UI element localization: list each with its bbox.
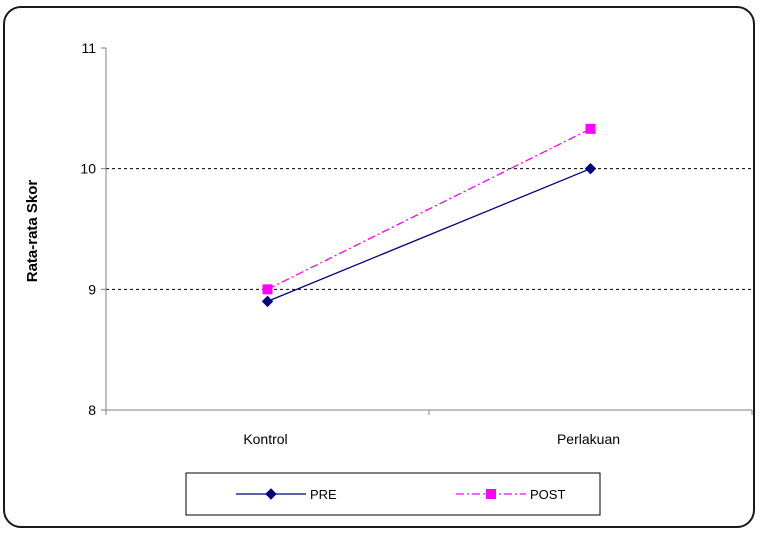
y-tick-label: 9: [88, 281, 96, 297]
series-line-post: [267, 128, 591, 290]
chart-frame: [3, 6, 755, 528]
legend-label: POST: [530, 487, 565, 502]
gridlines: [106, 168, 752, 290]
data-point-pre: [584, 162, 597, 175]
legend-marker: [486, 489, 496, 499]
series-post: [262, 123, 596, 295]
legend: PRE POST: [185, 472, 601, 516]
data-point-post: [262, 284, 273, 295]
y-tick-label: 11: [81, 40, 96, 56]
y-axis-label: Rata-rata Skor: [24, 180, 41, 283]
legend-label: PRE: [310, 487, 337, 502]
data-point-pre: [261, 295, 274, 308]
legend-item-pre: PRE: [236, 487, 337, 502]
x-tick-label: Perlakuan: [557, 431, 620, 447]
legend-marker: [265, 488, 277, 500]
x-tick-label: Kontrol: [243, 431, 287, 447]
y-tick-labels: 8 9 10 11: [80, 40, 96, 418]
y-tick-label: 10: [80, 161, 96, 177]
axes: [101, 47, 753, 415]
series-pre: [261, 162, 597, 308]
y-tick-label: 8: [88, 402, 96, 418]
x-tick-labels: Kontrol Perlakuan: [243, 431, 620, 447]
series-group: [261, 123, 597, 308]
data-point-post: [585, 123, 596, 134]
legend-item-post: POST: [456, 487, 565, 502]
series-line-pre: [267, 168, 591, 303]
